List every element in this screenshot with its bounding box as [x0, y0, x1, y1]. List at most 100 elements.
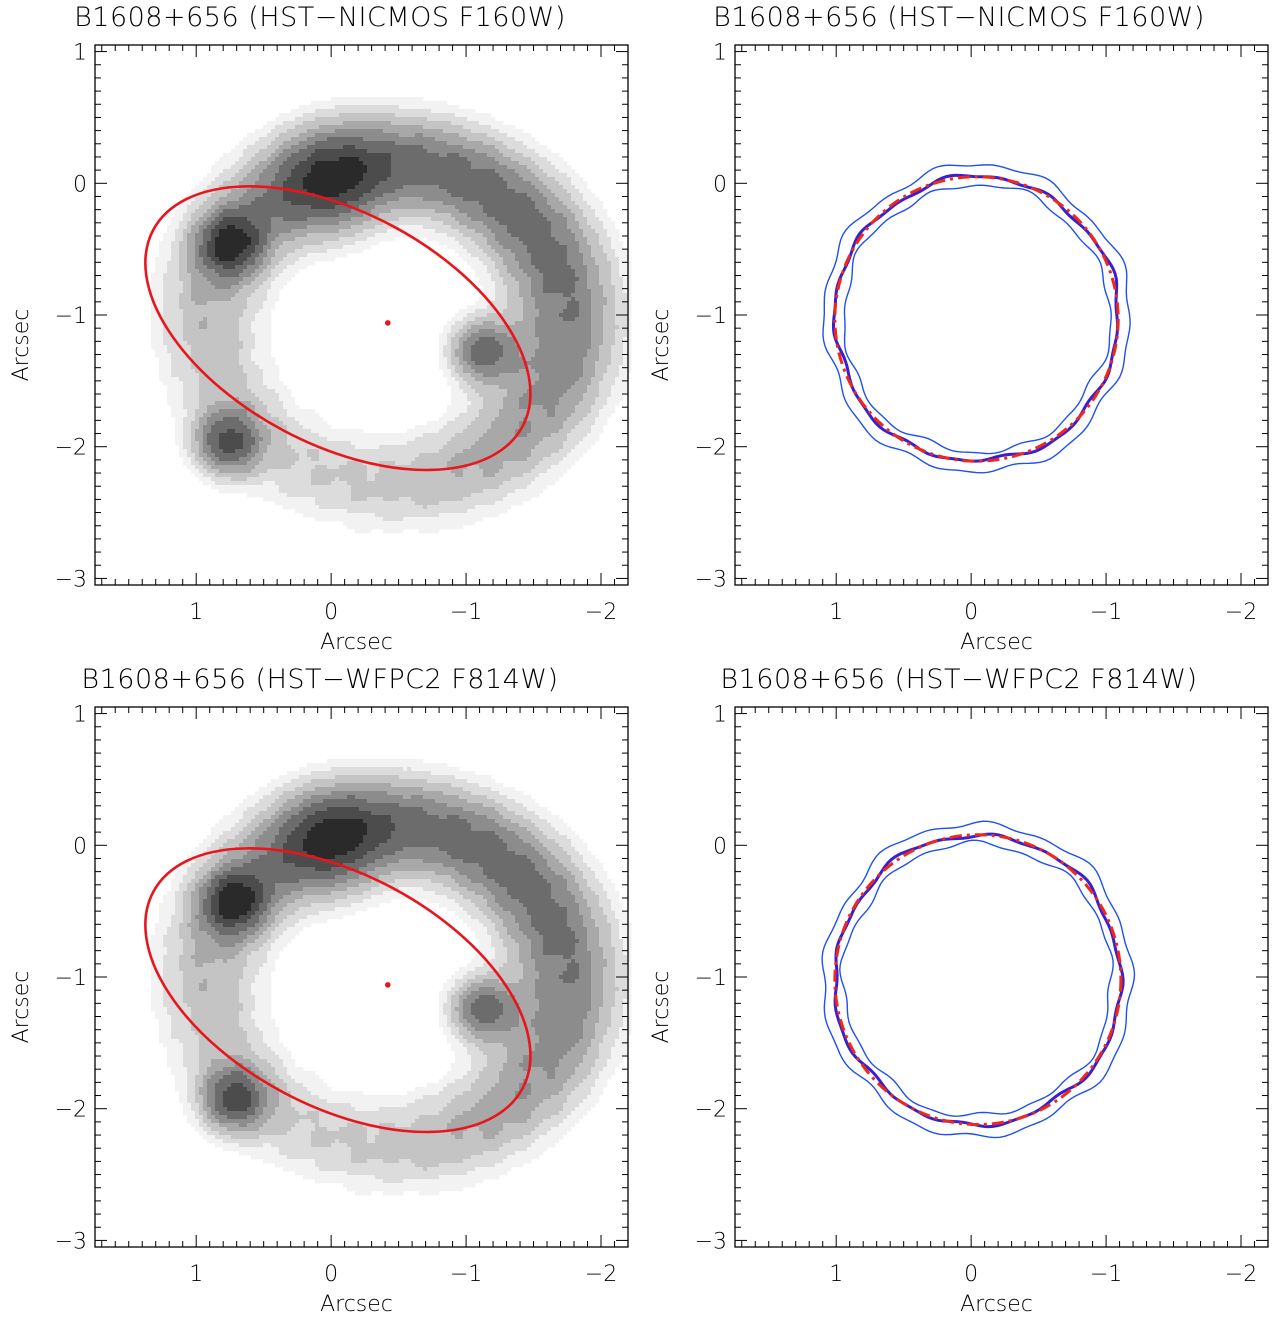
contour-cell: [463, 313, 468, 318]
contour-cell: [283, 265, 288, 270]
contour-cell: [355, 189, 360, 194]
contour-cell: [559, 225, 564, 230]
contour-cell: [287, 185, 292, 190]
contour-cell: [499, 245, 504, 250]
contour-cell: [415, 201, 420, 206]
contour-cell: [415, 213, 420, 218]
contour-cell: [615, 229, 620, 234]
contour-cell: [335, 221, 340, 226]
contour-cell: [347, 161, 352, 166]
contour-cell: [567, 265, 572, 270]
contour-cell: [239, 209, 244, 214]
contour-cell: [511, 261, 516, 266]
contour-cell: [523, 217, 528, 222]
contour-cell: [515, 197, 520, 202]
contour-cell: [371, 125, 376, 130]
contour-cell: [283, 233, 288, 238]
contour-cell: [263, 149, 268, 154]
contour-cell: [255, 189, 260, 194]
contour-cell: [171, 329, 176, 334]
contour-cell: [535, 229, 540, 234]
contour-cell: [523, 289, 528, 294]
contour-cell: [243, 333, 248, 338]
contour-cell: [379, 177, 384, 182]
contour-cell: [491, 301, 496, 306]
contour-cell: [183, 301, 188, 306]
contour-cell: [439, 117, 444, 122]
contour-cell: [539, 277, 544, 282]
contour-cell: [527, 325, 532, 330]
contour-cell: [347, 209, 352, 214]
contour-cell: [547, 229, 552, 234]
contour-cell: [199, 253, 204, 258]
contour-cell: [215, 305, 220, 310]
contour-cell: [439, 189, 444, 194]
contour-cell: [563, 253, 568, 258]
contour-cell: [559, 165, 564, 170]
contour-cell: [467, 317, 472, 322]
contour-cell: [523, 285, 528, 290]
contour-cell: [439, 333, 444, 338]
contour-cell: [503, 129, 508, 134]
contour-cell: [479, 329, 484, 334]
contour-cell: [507, 293, 512, 298]
contour-cell: [335, 165, 340, 170]
contour-cell: [531, 173, 536, 178]
contour-cell: [531, 141, 536, 146]
contour-cell: [511, 137, 516, 142]
contour-cell: [351, 125, 356, 130]
contour-cell: [207, 269, 212, 274]
contour-cell: [419, 129, 424, 134]
contour-cell: [363, 125, 368, 130]
contour-cell: [499, 325, 504, 330]
contour-cell: [447, 329, 452, 334]
contour-cell: [535, 305, 540, 310]
contour-cell: [191, 217, 196, 222]
contour-cell: [507, 165, 512, 170]
contour-cell: [583, 333, 588, 338]
contour-cell: [547, 257, 552, 262]
contour-cell: [443, 129, 448, 134]
contour-cell: [323, 201, 328, 206]
contour-cell: [423, 125, 428, 130]
contour-cell: [463, 253, 468, 258]
contour-cell: [295, 225, 300, 230]
contour-cell: [311, 237, 316, 242]
contour-cell: [171, 305, 176, 310]
contour-cell: [587, 241, 592, 246]
contour-cell: [195, 321, 200, 326]
contour-cell: [539, 317, 544, 322]
contour-cell: [327, 141, 332, 146]
contour-cell: [235, 169, 240, 174]
contour-cell: [283, 165, 288, 170]
contour-cell: [563, 165, 568, 170]
contour-cell: [471, 265, 476, 270]
contour-cell: [551, 225, 556, 230]
contour-cell: [479, 173, 484, 178]
contour-cell: [471, 313, 476, 318]
contour-cell: [231, 205, 236, 210]
contour-cell: [567, 273, 572, 278]
contour-cell: [483, 309, 488, 314]
contour-cell: [491, 193, 496, 198]
contour-cell: [227, 309, 232, 314]
contour-cell: [375, 157, 380, 162]
contour-cell: [591, 321, 596, 326]
contour-cell: [591, 273, 596, 278]
contour-cell: [155, 293, 160, 298]
contour-cell: [371, 161, 376, 166]
contour-cell: [223, 173, 228, 178]
contour-cell: [519, 221, 524, 226]
contour-cell: [571, 313, 576, 318]
contour-cell: [219, 169, 224, 174]
contour-cell: [487, 193, 492, 198]
contour-cell: [479, 257, 484, 262]
contour-cell: [455, 169, 460, 174]
contour-cell: [159, 257, 164, 262]
contour-cell: [295, 217, 300, 222]
contour-cell: [551, 229, 556, 234]
contour-cell: [235, 181, 240, 186]
contour-cell: [443, 201, 448, 206]
contour-cell: [447, 245, 452, 250]
contour-cell: [487, 309, 492, 314]
